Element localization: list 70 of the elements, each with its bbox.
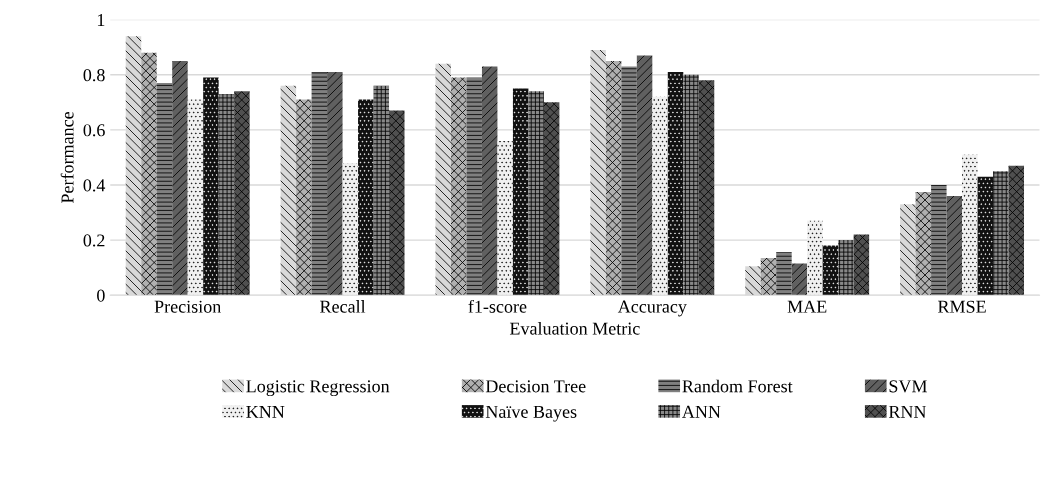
bar	[218, 94, 235, 296]
bar	[528, 91, 544, 296]
bar	[807, 220, 823, 296]
y-tick-label: 0.6	[83, 124, 105, 137]
legend-label: Logistic Regression	[246, 380, 390, 397]
bar	[853, 234, 870, 296]
bar	[234, 91, 250, 296]
legend-label: Random Forest	[682, 379, 793, 393]
y-tick-label: 1	[97, 14, 105, 26]
bar	[327, 72, 343, 296]
x-tick-label: Recall	[320, 300, 366, 313]
bar	[931, 184, 947, 296]
bar	[481, 66, 498, 296]
bar	[203, 77, 219, 296]
bar	[280, 85, 297, 296]
x-tick-label: RMSE	[938, 300, 986, 313]
bar	[636, 55, 653, 296]
legend-label: SVM	[889, 380, 927, 393]
y-tick-label: 0	[97, 289, 105, 302]
bar	[435, 63, 451, 296]
bar	[760, 258, 777, 296]
bar	[946, 196, 963, 296]
bar	[156, 83, 173, 296]
bar	[962, 154, 978, 296]
x-tick-label: Precision	[154, 300, 222, 313]
y-tick-label: 0.4	[83, 179, 106, 192]
legend-label: Decision Tree	[485, 380, 586, 393]
bar	[450, 77, 467, 296]
bar	[776, 251, 792, 296]
bar	[621, 66, 637, 296]
y-tick-label: 0.2	[83, 234, 105, 247]
bar	[915, 191, 932, 296]
x-axis-title: Evaluation Metric	[509, 321, 640, 335]
bar	[543, 102, 560, 296]
bar	[311, 72, 328, 296]
bar	[497, 140, 513, 296]
bar	[900, 204, 916, 296]
legend-label: ANN	[682, 405, 721, 418]
x-tick-label: f1-score	[468, 299, 527, 313]
legend-label: RNN	[888, 405, 927, 418]
bar	[993, 171, 1009, 296]
x-tick-label: Accuracy	[617, 300, 687, 317]
bar	[745, 266, 761, 296]
legend-label: Naïve Bayes	[485, 405, 577, 422]
bar	[172, 61, 188, 296]
bar	[822, 245, 839, 296]
bar	[1008, 165, 1025, 296]
bar	[977, 176, 994, 296]
bar	[683, 74, 699, 296]
y-tick-label: 0.8	[83, 69, 105, 82]
bar	[296, 99, 312, 296]
bar	[358, 99, 374, 296]
bar	[652, 96, 668, 296]
bar	[698, 80, 715, 296]
bar	[667, 72, 684, 296]
bar	[125, 36, 142, 296]
legend-label: KNN	[246, 405, 285, 418]
bar	[590, 49, 606, 296]
y-axis-title: Performance	[60, 111, 74, 204]
bar	[466, 77, 482, 296]
bar	[605, 61, 622, 296]
bar	[141, 52, 157, 296]
x-tick-label: MAE	[787, 300, 827, 313]
bar	[389, 110, 405, 296]
bar	[373, 85, 390, 296]
bar	[512, 88, 529, 296]
bar	[838, 240, 854, 296]
bar	[791, 263, 808, 296]
bar	[187, 99, 204, 296]
bar	[342, 162, 359, 296]
